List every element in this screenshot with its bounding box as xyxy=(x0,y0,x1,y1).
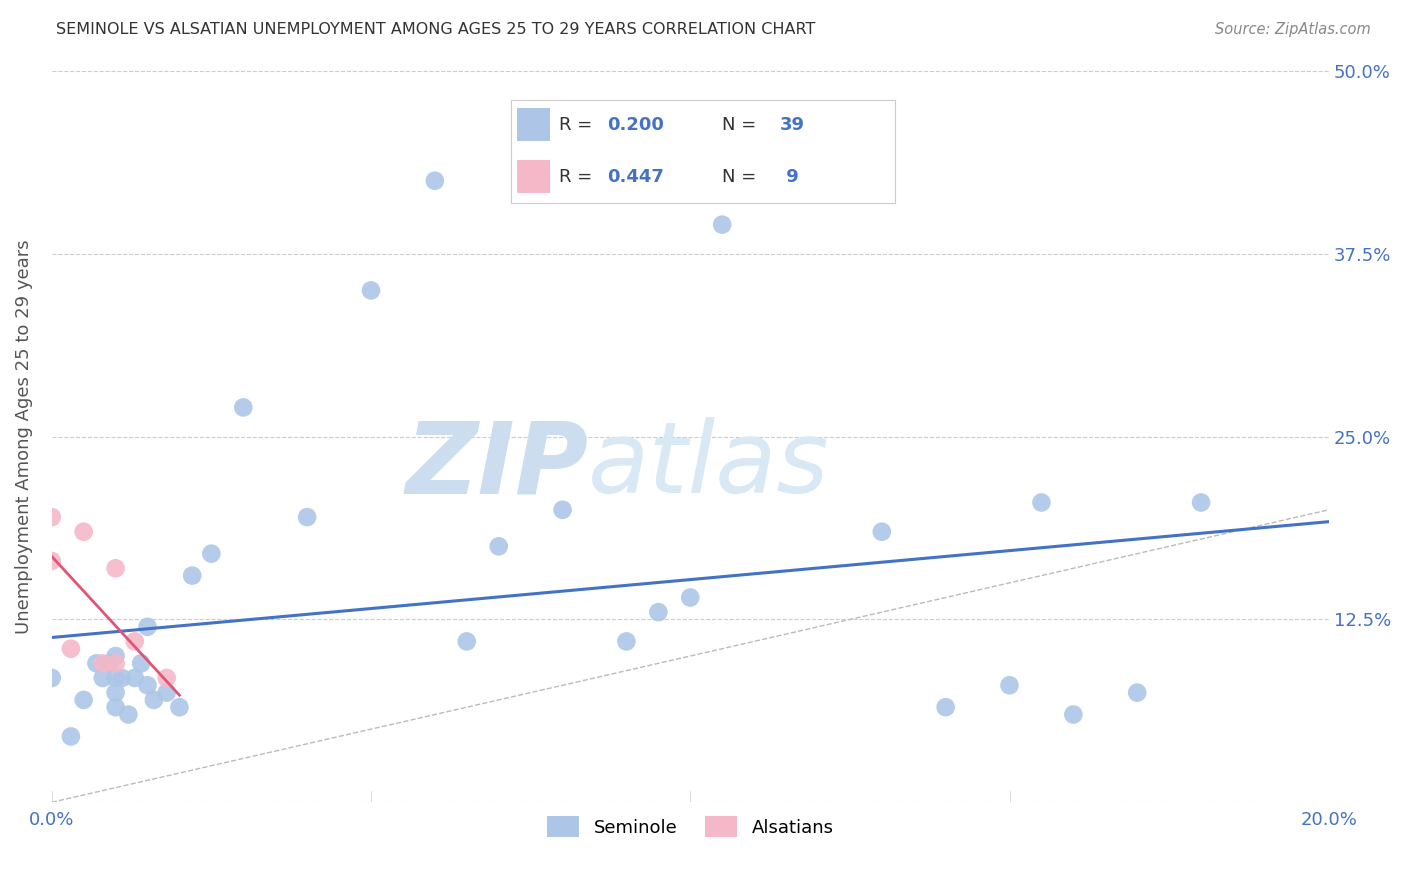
Point xyxy=(41,510,63,524)
Point xyxy=(423,174,446,188)
Point xyxy=(935,700,957,714)
Text: atlas: atlas xyxy=(588,417,830,515)
Point xyxy=(86,657,108,671)
Point xyxy=(1189,495,1212,509)
Point xyxy=(124,671,146,685)
Point xyxy=(104,671,127,685)
Point xyxy=(647,605,669,619)
Point xyxy=(156,685,179,699)
Point xyxy=(41,671,63,685)
Point xyxy=(1126,685,1149,699)
Point xyxy=(456,634,478,648)
Point xyxy=(73,693,96,707)
Point xyxy=(129,657,152,671)
Text: ZIP: ZIP xyxy=(405,417,588,515)
Point xyxy=(124,634,146,648)
Point xyxy=(59,730,82,744)
Point xyxy=(998,678,1021,692)
Point xyxy=(104,648,127,663)
Point xyxy=(200,547,222,561)
Point xyxy=(136,620,159,634)
Point xyxy=(488,539,510,553)
Point xyxy=(169,700,191,714)
Point xyxy=(117,707,139,722)
Point xyxy=(551,503,574,517)
Point xyxy=(181,568,204,582)
Point xyxy=(711,218,734,232)
Point xyxy=(98,657,121,671)
Text: SEMINOLE VS ALSATIAN UNEMPLOYMENT AMONG AGES 25 TO 29 YEARS CORRELATION CHART: SEMINOLE VS ALSATIAN UNEMPLOYMENT AMONG … xyxy=(56,22,815,37)
Point xyxy=(91,671,114,685)
Point xyxy=(104,685,127,699)
Point xyxy=(232,401,254,415)
Point xyxy=(73,524,96,539)
Point xyxy=(616,634,638,648)
Text: Source: ZipAtlas.com: Source: ZipAtlas.com xyxy=(1215,22,1371,37)
Y-axis label: Unemployment Among Ages 25 to 29 years: Unemployment Among Ages 25 to 29 years xyxy=(15,239,32,634)
Point xyxy=(91,657,114,671)
Point xyxy=(41,554,63,568)
Legend: Seminole, Alsatians: Seminole, Alsatians xyxy=(540,809,841,845)
Point xyxy=(136,678,159,692)
Point xyxy=(104,561,127,575)
Point xyxy=(59,641,82,656)
Point xyxy=(142,693,165,707)
Point xyxy=(870,524,893,539)
Point xyxy=(295,510,318,524)
Point xyxy=(104,657,127,671)
Point xyxy=(104,700,127,714)
Point xyxy=(156,671,179,685)
Point xyxy=(111,671,134,685)
Point xyxy=(679,591,702,605)
Point xyxy=(1062,707,1084,722)
Point xyxy=(1031,495,1053,509)
Point xyxy=(360,284,382,298)
